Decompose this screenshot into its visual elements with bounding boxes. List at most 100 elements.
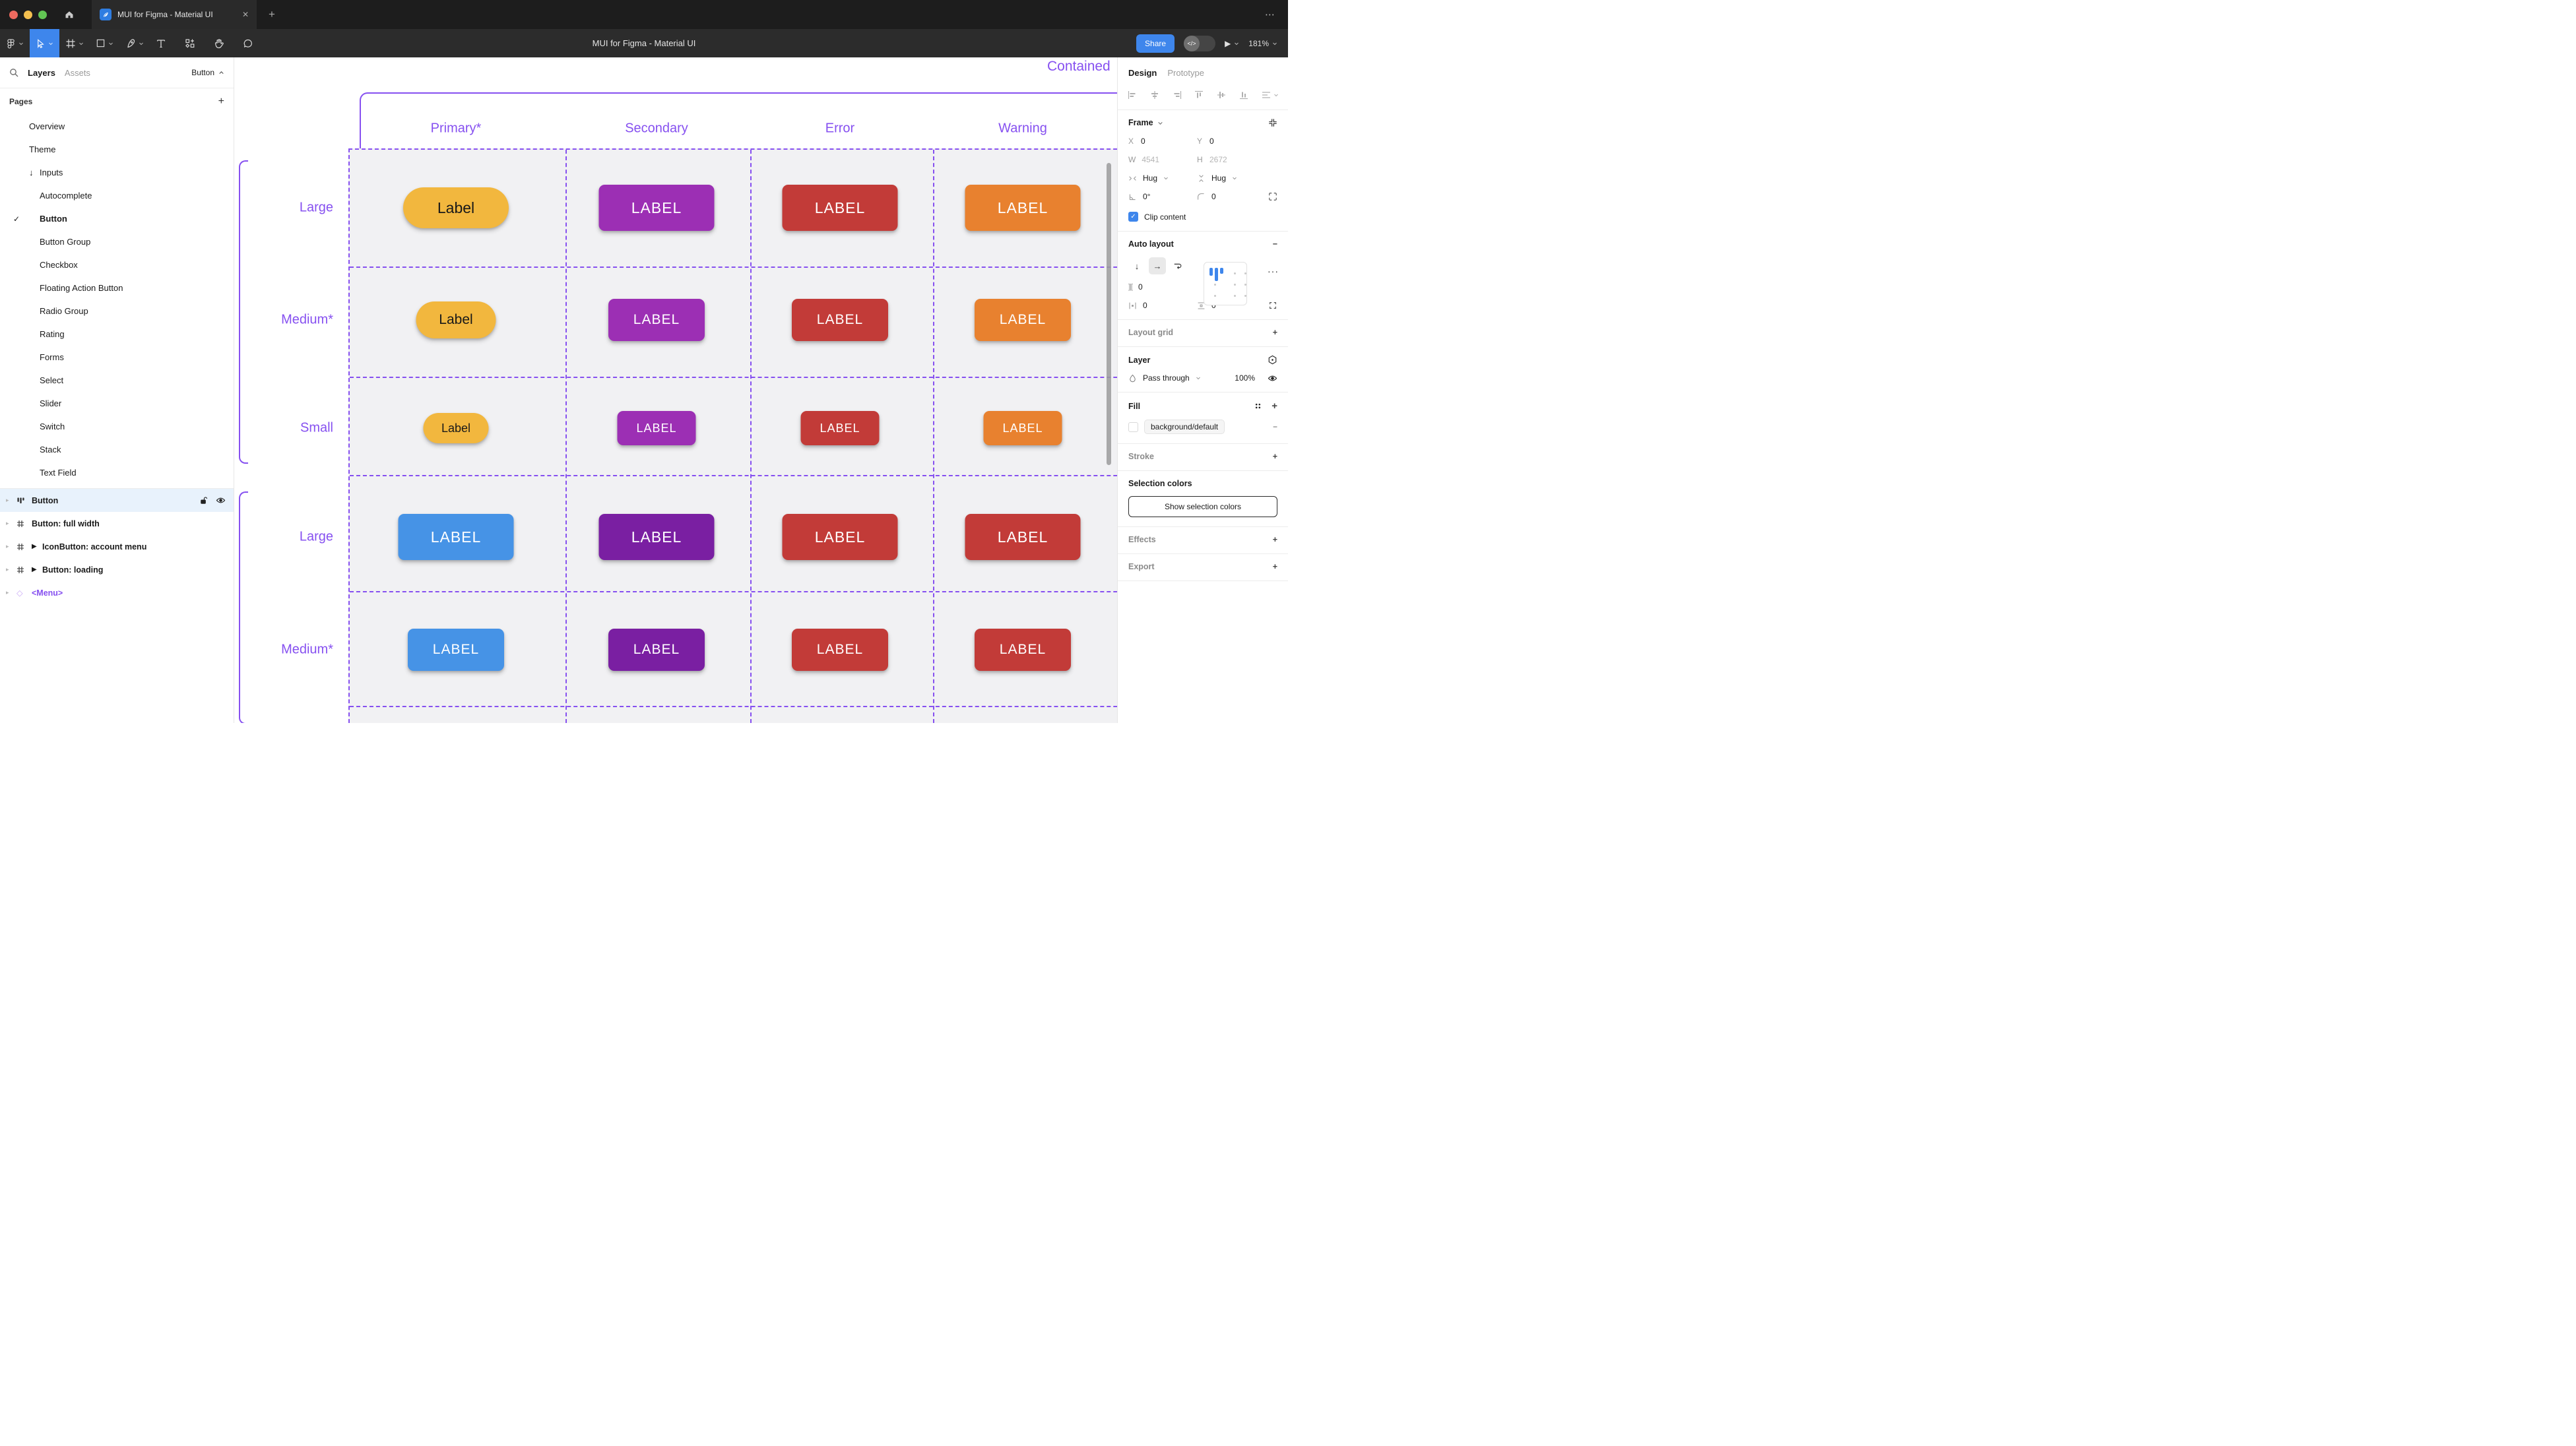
disclosure-icon[interactable]: ▸ — [6, 566, 9, 573]
window-more-icon[interactable]: ⋯ — [1265, 9, 1276, 20]
collapse-icon[interactable] — [1268, 118, 1277, 127]
disclosure-icon[interactable]: ▸ — [6, 497, 9, 504]
layer-row-menu-instance[interactable]: ▸ ◇ <Menu> — [0, 581, 234, 604]
canvas-button[interactable]: LABEL — [965, 185, 1081, 231]
canvas-button[interactable]: LABEL — [783, 185, 898, 231]
sidebar-page-radio-group[interactable]: Radio Group — [0, 299, 234, 323]
chevron-down-icon[interactable] — [1273, 92, 1279, 98]
sidebar-page-inputs[interactable]: ↓Inputs — [0, 161, 234, 184]
sidebar-page-select[interactable]: Select — [0, 369, 234, 392]
canvas-button[interactable]: LABEL — [965, 514, 1081, 560]
canvas-button[interactable]: LABEL — [975, 629, 1071, 671]
move-tool-button[interactable] — [30, 29, 59, 57]
tab-assets[interactable]: Assets — [65, 68, 90, 78]
align-vertical-center-icon[interactable] — [1216, 90, 1227, 100]
canvas-button[interactable]: LABEL — [408, 629, 504, 671]
eye-icon[interactable] — [1268, 374, 1277, 383]
add-page-button[interactable]: + — [218, 96, 224, 108]
layer-row-button[interactable]: ▸ Button — [0, 489, 234, 512]
align-left-icon[interactable] — [1127, 90, 1138, 100]
eye-icon[interactable] — [216, 496, 226, 505]
canvas-button[interactable]: LABEL — [399, 514, 514, 560]
independent-padding-icon[interactable] — [1268, 301, 1277, 310]
disclosure-icon[interactable]: ▸ — [6, 543, 9, 550]
add-effect-button[interactable]: + — [1273, 535, 1277, 544]
blend-mode-icon[interactable] — [1268, 355, 1277, 365]
disclosure-icon[interactable]: ▸ — [6, 589, 9, 596]
canvas-button[interactable]: LABEL — [608, 629, 705, 671]
sidebar-page-stack[interactable]: Stack — [0, 438, 234, 461]
blend-mode-select[interactable]: Pass through — [1143, 373, 1190, 383]
horizontal-padding-field[interactable]: 0 — [1128, 301, 1197, 310]
canvas[interactable]: Contained Primary* Secondary Error Warni… — [234, 57, 1117, 723]
horizontal-resizing-select[interactable]: Hug — [1128, 173, 1197, 183]
canvas-button[interactable]: Label — [424, 413, 489, 443]
sidebar-page-switch[interactable]: Switch — [0, 415, 234, 438]
tab-design[interactable]: Design — [1128, 68, 1157, 78]
chevron-down-icon[interactable] — [1157, 120, 1163, 126]
canvas-button[interactable]: LABEL — [984, 411, 1062, 445]
fill-color-swatch[interactable] — [1128, 422, 1138, 432]
hand-tool-button[interactable] — [208, 29, 237, 57]
sidebar-page-fab[interactable]: Floating Action Button — [0, 276, 234, 299]
align-top-icon[interactable] — [1194, 90, 1204, 100]
present-button[interactable]: ▶ — [1225, 39, 1239, 48]
canvas-button[interactable]: LABEL — [608, 299, 705, 341]
canvas-button[interactable]: LABEL — [792, 629, 888, 671]
minimize-window-button[interactable] — [24, 11, 32, 19]
canvas-button[interactable]: LABEL — [792, 299, 888, 341]
frame-tool-button[interactable] — [59, 29, 90, 57]
sidebar-page-text-field[interactable]: Text Field — [0, 461, 234, 484]
distribute-icon[interactable] — [1261, 90, 1272, 100]
sidebar-page-slider[interactable]: Slider — [0, 392, 234, 415]
actions-tool-button[interactable] — [179, 29, 208, 57]
remove-auto-layout-button[interactable]: − — [1273, 239, 1277, 249]
shape-tool-button[interactable] — [90, 29, 119, 57]
styles-icon[interactable] — [1254, 402, 1262, 410]
sidebar-page-autocomplete[interactable]: Autocomplete — [0, 184, 234, 207]
sidebar-page-overview[interactable]: Overview — [0, 115, 234, 138]
clip-content-checkbox[interactable]: ✓ Clip content — [1128, 212, 1277, 222]
lock-open-icon[interactable] — [199, 496, 208, 505]
vertical-resizing-select[interactable]: Hug — [1197, 173, 1266, 183]
x-position-field[interactable]: X0 — [1128, 137, 1197, 146]
corner-radius-field[interactable]: 0 — [1197, 192, 1266, 201]
canvas-button[interactable]: LABEL — [783, 514, 898, 560]
tab-prototype[interactable]: Prototype — [1167, 68, 1204, 78]
text-tool-button[interactable] — [150, 29, 179, 57]
current-page-selector[interactable]: Button — [191, 68, 224, 77]
layer-row-button-loading[interactable]: ▸ ▶ Button: loading — [0, 558, 234, 581]
opacity-field[interactable]: 100% — [1235, 373, 1255, 383]
sidebar-page-button-group[interactable]: Button Group — [0, 230, 234, 253]
comment-tool-button[interactable] — [237, 29, 259, 57]
add-export-button[interactable]: + — [1273, 562, 1277, 571]
zoom-menu[interactable]: 181% — [1248, 39, 1277, 48]
align-right-icon[interactable] — [1172, 90, 1182, 100]
home-icon[interactable] — [64, 9, 75, 20]
auto-layout-more-button[interactable]: ··· — [1268, 266, 1279, 276]
layer-row-button-full-width[interactable]: ▸ Button: full width — [0, 512, 234, 535]
align-bottom-icon[interactable] — [1239, 90, 1249, 100]
pen-tool-button[interactable] — [119, 29, 150, 57]
close-window-button[interactable] — [9, 11, 18, 19]
canvas-button[interactable]: LABEL — [599, 185, 715, 231]
width-field[interactable]: W4541 — [1128, 155, 1197, 164]
canvas-button[interactable]: LABEL — [975, 299, 1071, 341]
show-selection-colors-button[interactable]: Show selection colors — [1128, 496, 1277, 517]
alignment-grid-widget[interactable] — [1204, 262, 1247, 305]
canvas-button[interactable]: LABEL — [618, 411, 696, 445]
sidebar-page-button[interactable]: ✓Button — [0, 207, 234, 230]
canvas-button[interactable]: LABEL — [801, 411, 880, 445]
rotation-field[interactable]: 0° — [1128, 192, 1197, 201]
sidebar-page-checkbox[interactable]: Checkbox — [0, 253, 234, 276]
layout-horizontal-button[interactable]: → — [1149, 257, 1166, 274]
canvas-scrollbar[interactable] — [1107, 163, 1111, 465]
close-tab-icon[interactable]: ✕ — [242, 10, 249, 19]
independent-corners-icon[interactable] — [1268, 192, 1277, 201]
document-tab[interactable]: MUI for Figma - Material UI ✕ — [92, 0, 257, 29]
y-position-field[interactable]: Y0 — [1197, 137, 1266, 146]
sidebar-page-forms[interactable]: Forms — [0, 346, 234, 369]
layer-row-iconbutton-account-menu[interactable]: ▸ ▶ IconButton: account menu — [0, 535, 234, 558]
add-fill-button[interactable]: + — [1272, 400, 1277, 412]
layout-wrap-button[interactable] — [1169, 257, 1186, 274]
